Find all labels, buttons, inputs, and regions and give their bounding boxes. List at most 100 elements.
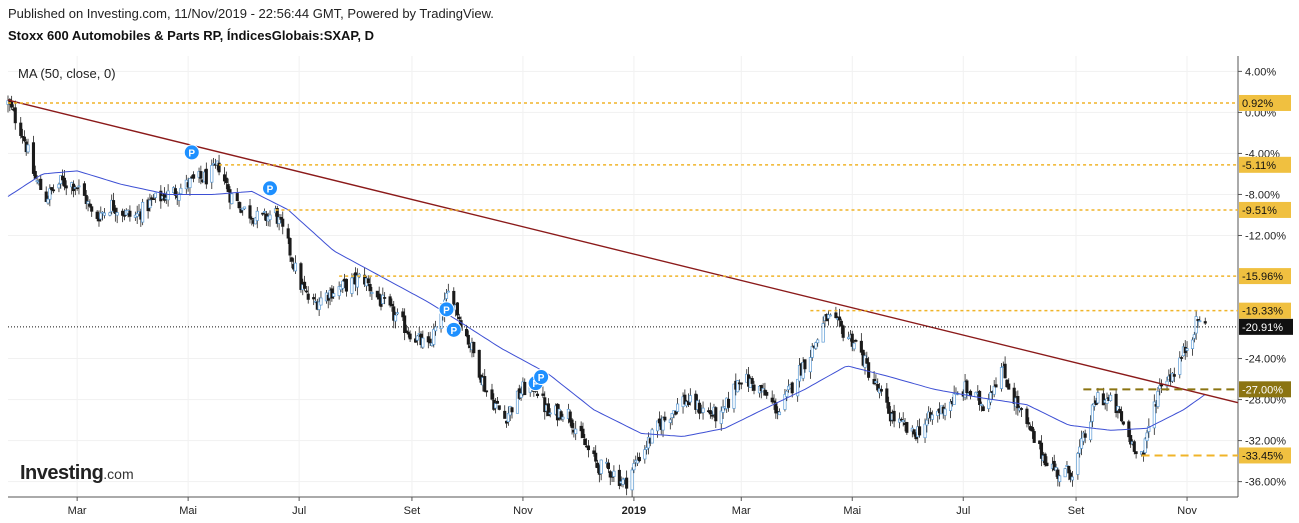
candle-body: [1120, 411, 1124, 422]
candle: [583, 434, 587, 446]
level-label: -33.45%: [1242, 450, 1283, 462]
candle-body: [1152, 401, 1156, 429]
candle: [905, 421, 909, 435]
candle-body: [841, 325, 845, 338]
candle: [210, 159, 214, 190]
candle: [876, 378, 880, 393]
candle-body: [1156, 390, 1160, 407]
candle: [434, 320, 438, 336]
trendline: [7, 99, 1239, 404]
candle: [936, 408, 940, 423]
candle-body: [1039, 442, 1044, 459]
candle: [965, 378, 969, 400]
candle: [293, 255, 298, 274]
candle: [637, 452, 641, 463]
candle: [765, 390, 769, 399]
p-marker-circle: [533, 369, 550, 386]
candle: [592, 447, 596, 457]
candle: [466, 330, 470, 349]
candle-body: [592, 450, 596, 454]
candle: [446, 283, 450, 293]
candle: [484, 390, 489, 397]
y-tick-label: -24.00%: [1245, 354, 1286, 366]
candle-body: [632, 463, 636, 471]
x-tick-label: 2019: [622, 505, 646, 517]
candle: [415, 335, 419, 346]
p-marker-label: P: [450, 326, 457, 337]
candle: [1054, 463, 1058, 477]
candle: [317, 297, 321, 316]
candle: [1170, 371, 1175, 384]
p-marker-circle: [183, 144, 200, 161]
candle: [686, 393, 691, 408]
candle-body: [606, 462, 610, 470]
candle: [102, 208, 106, 219]
candle-body: [383, 297, 387, 299]
candle-body: [51, 189, 56, 192]
candle-body: [783, 394, 787, 410]
candle: [612, 465, 616, 482]
candle: [859, 333, 863, 356]
candle-body: [1030, 426, 1034, 432]
candle: [839, 318, 843, 334]
candle: [1063, 467, 1067, 478]
candle: [1196, 319, 1200, 328]
candle-body: [472, 341, 476, 354]
candle-body: [483, 376, 487, 392]
candle: [179, 183, 183, 195]
level-label-bg: [1239, 447, 1291, 464]
candle: [885, 383, 889, 409]
candle: [1105, 392, 1109, 412]
candle-body: [275, 208, 279, 224]
candle: [783, 388, 787, 412]
candle: [199, 165, 203, 185]
candle-body: [925, 419, 929, 426]
candle: [710, 411, 714, 420]
candle-body: [859, 340, 863, 353]
candle: [457, 313, 461, 325]
candle: [414, 331, 418, 343]
candle-body: [821, 323, 825, 343]
candle-body: [484, 390, 489, 393]
brand-name: Investing: [20, 462, 104, 484]
candle: [261, 212, 265, 217]
candle-body: [701, 407, 705, 413]
candle-body: [879, 389, 883, 392]
candle: [381, 287, 385, 304]
candle-body: [152, 198, 156, 200]
candle-body: [26, 144, 30, 153]
candle: [39, 175, 43, 190]
candle-body: [306, 293, 310, 300]
candle-body: [912, 429, 916, 435]
candle: [370, 286, 374, 300]
candle: [821, 316, 825, 343]
candle-body: [1089, 421, 1093, 441]
candle-body: [674, 410, 678, 415]
candle-body: [643, 449, 647, 460]
candle: [994, 377, 998, 388]
candle-body: [697, 402, 701, 414]
candle-body: [816, 339, 820, 344]
p-marker-label: P: [443, 305, 450, 316]
candle-body: [455, 302, 459, 316]
candle-body: [355, 275, 359, 288]
candle: [288, 237, 292, 263]
candle-body: [388, 296, 392, 306]
candle-body: [108, 212, 112, 216]
candle-body: [523, 381, 527, 396]
candle: [777, 408, 782, 416]
level-label: -15.96%: [1242, 271, 1283, 283]
candle: [421, 330, 425, 350]
candle: [981, 404, 985, 412]
candle-body: [304, 290, 308, 293]
candle: [1032, 428, 1036, 443]
candle-body: [1198, 320, 1202, 323]
x-tick-label: Jul: [956, 505, 970, 517]
candle-body: [377, 293, 381, 300]
level-label: -9.51%: [1242, 205, 1277, 217]
candle: [548, 408, 552, 418]
candle: [930, 410, 934, 425]
candle: [650, 427, 654, 444]
candle: [559, 410, 563, 421]
